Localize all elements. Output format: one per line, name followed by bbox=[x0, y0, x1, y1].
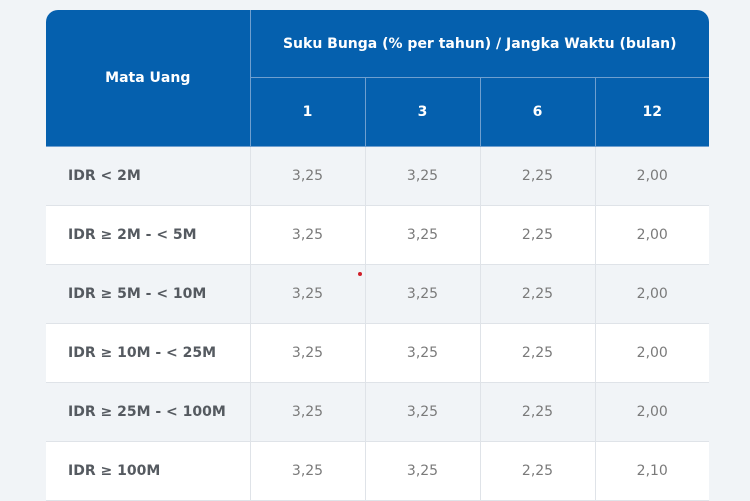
currency-tier-label: IDR ≥ 25M - < 100M bbox=[46, 382, 251, 442]
rate-cell: 2,25 bbox=[479, 323, 596, 383]
currency-tier-label: IDR ≥ 100M bbox=[46, 441, 251, 501]
rate-cell: 2,25 bbox=[479, 441, 596, 501]
currency-tier-label: IDR < 2M bbox=[46, 146, 251, 206]
term-header-6: 6 bbox=[479, 77, 596, 147]
rate-cell: 2,00 bbox=[594, 264, 709, 324]
rate-cell: 3,25 bbox=[364, 146, 481, 206]
rate-cell: 2,25 bbox=[479, 382, 596, 442]
rate-cell: 3,25 bbox=[364, 441, 481, 501]
rate-group-header: Suku Bunga (% per tahun) / Jangka Waktu … bbox=[249, 10, 709, 78]
rate-cell: 2,25 bbox=[479, 205, 596, 265]
interest-rate-table: Mata Uang Suku Bunga (% per tahun) / Jan… bbox=[46, 10, 709, 501]
rate-cell: 3,25 bbox=[364, 205, 481, 265]
rate-cell: 3,25 bbox=[249, 146, 366, 206]
currency-column-header: Mata Uang bbox=[46, 10, 251, 147]
rate-cell: 2,00 bbox=[594, 382, 709, 442]
interest-rate-table-container: Mata Uang Suku Bunga (% per tahun) / Jan… bbox=[46, 10, 709, 501]
term-header-12: 12 bbox=[594, 77, 709, 147]
currency-tier-label: IDR ≥ 10M - < 25M bbox=[46, 323, 251, 383]
rate-cell: 2,00 bbox=[594, 323, 709, 383]
table-row: IDR ≥ 25M - < 100M 3,25 3,25 2,25 2,00 bbox=[46, 382, 709, 442]
rate-cell: 2,25 bbox=[479, 264, 596, 324]
red-dot-marker bbox=[358, 272, 362, 276]
table-row: IDR ≥ 10M - < 25M 3,25 3,25 2,25 2,00 bbox=[46, 323, 709, 383]
table-row: IDR < 2M 3,25 3,25 2,25 2,00 bbox=[46, 146, 709, 206]
rate-cell: 3,25 bbox=[249, 264, 366, 324]
rate-cell: 2,00 bbox=[594, 205, 709, 265]
term-header-3: 3 bbox=[364, 77, 481, 147]
table-row: IDR ≥ 2M - < 5M 3,25 3,25 2,25 2,00 bbox=[46, 205, 709, 265]
rate-cell: 3,25 bbox=[249, 441, 366, 501]
rate-cell: 3,25 bbox=[364, 323, 481, 383]
rate-cell: 3,25 bbox=[249, 205, 366, 265]
rate-cell: 3,25 bbox=[364, 382, 481, 442]
rate-cell: 3,25 bbox=[249, 323, 366, 383]
rate-cell: 3,25 bbox=[364, 264, 481, 324]
table-row: IDR ≥ 5M - < 10M 3,25 3,25 2,25 2,00 bbox=[46, 264, 709, 324]
currency-tier-label: IDR ≥ 2M - < 5M bbox=[46, 205, 251, 265]
currency-tier-label: IDR ≥ 5M - < 10M bbox=[46, 264, 251, 324]
table-row: IDR ≥ 100M 3,25 3,25 2,25 2,10 bbox=[46, 441, 709, 501]
rate-cell: 2,00 bbox=[594, 146, 709, 206]
rate-cell: 3,25 bbox=[249, 382, 366, 442]
rate-cell: 2,25 bbox=[479, 146, 596, 206]
term-header-1: 1 bbox=[249, 77, 366, 147]
rate-cell: 2,10 bbox=[594, 441, 709, 501]
